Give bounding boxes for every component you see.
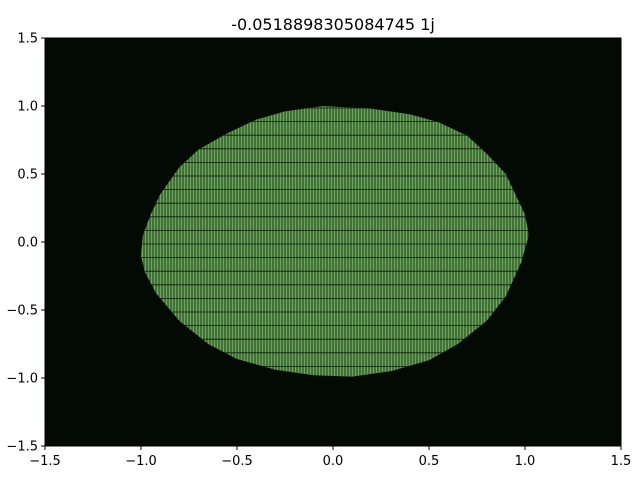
x-tick-label: 0.0 [323, 454, 344, 469]
x-tick-label: 0.5 [419, 454, 440, 469]
y-axis: −1.5 −1.0 −0.5 0.0 0.5 1.0 1.5 [6, 32, 45, 455]
x-tick-label: 1.0 [515, 454, 536, 469]
y-tick-label: 0.5 [17, 168, 38, 183]
y-tick-label: 1.0 [17, 100, 38, 115]
y-tick-label: 0.0 [17, 236, 38, 251]
y-tick-label: 1.5 [17, 32, 38, 47]
x-tick-label: −1.5 [29, 454, 61, 469]
plot-area [44, 37, 622, 447]
y-tick-label: −1.5 [6, 440, 38, 455]
x-tick-label: −1.0 [125, 454, 157, 469]
y-tick-label: −0.5 [6, 304, 38, 319]
x-tick-label: −0.5 [221, 454, 253, 469]
x-axis: −1.5 −1.0 −0.5 0.0 0.5 1.0 1.5 [29, 446, 631, 469]
chart-title: -0.0518898305084745 1j [231, 15, 435, 34]
x-tick-label: 1.5 [611, 454, 632, 469]
y-tick-label: −1.0 [6, 372, 38, 387]
